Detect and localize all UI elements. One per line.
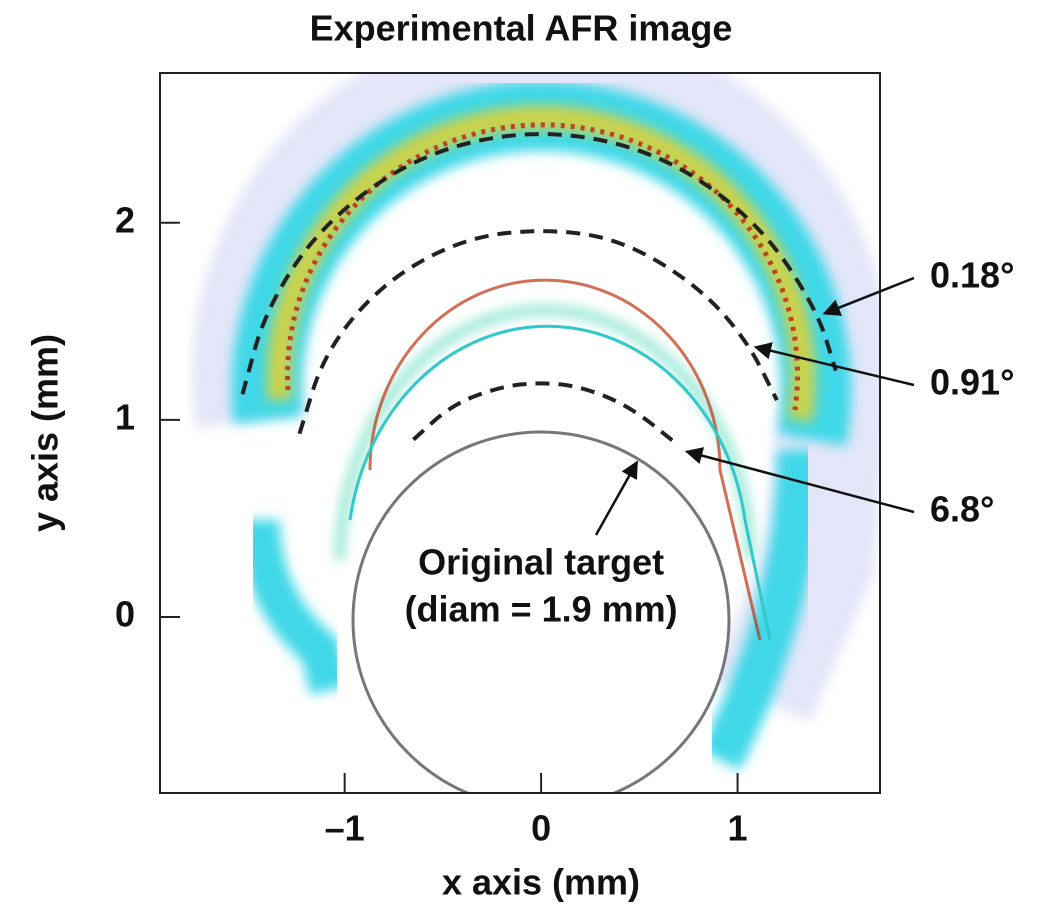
target-arrow: [594, 460, 639, 536]
afr-image: [191, 73, 880, 793]
chart-title: Experimental AFR image: [310, 8, 733, 49]
x-axis-label: x axis (mm): [442, 862, 640, 903]
contour-label: 6.8°: [930, 489, 994, 530]
plot-frame: [159, 72, 881, 794]
y-tick-label: 1: [115, 396, 135, 437]
contour-line: [297, 229, 779, 435]
annotation-arrow: [822, 276, 915, 316]
y-tick-label: 0: [115, 594, 135, 635]
x-tick-label: 0: [531, 808, 551, 849]
target-label: (diam = 1.9 mm): [405, 589, 678, 630]
contour-line: [240, 132, 838, 395]
annotation-arrow: [753, 342, 915, 387]
x-tick-label: –1: [325, 808, 365, 849]
y-tick-label: 2: [115, 199, 135, 240]
target-label: Original target: [418, 542, 664, 583]
contour-label: 0.91°: [930, 362, 1014, 403]
x-tick-label: 1: [728, 808, 748, 849]
annotation-arrow: [684, 447, 915, 514]
target-circle: [351, 430, 731, 793]
contour-line: [412, 381, 680, 448]
contour-label: 0.18°: [930, 255, 1014, 296]
y-axis-label: y axis (mm): [25, 334, 66, 532]
